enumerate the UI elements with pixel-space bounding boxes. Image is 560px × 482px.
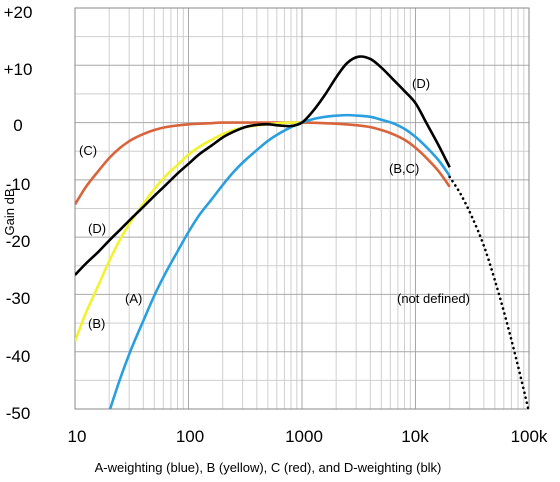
y-axis-ticks: +20 +10 0 -10 -20 -30 -40 -50 [4,3,33,423]
x-tick-label: 10k [401,427,429,446]
plot-frame [74,7,530,410]
y-tick-label: 0 [13,116,22,135]
y-tick-label: -50 [6,404,31,423]
y-tick-label: -10 [6,175,31,194]
annotation-b: (B) [88,316,105,331]
annotation-d-peak: (D) [412,76,430,91]
x-axis-ticks: 10 100 1000 10k 100k [68,427,548,446]
y-tick-label: -40 [6,347,31,366]
y-tick-label: -20 [6,232,31,251]
curve-annotations: (C) (D) (B) (A) (D) (B,C) (not defined) [79,76,470,331]
y-tick-label: +10 [4,60,33,79]
series-line-not-defined [448,175,529,409]
series-line-c [75,121,451,206]
x-tick-label: 100k [511,427,548,446]
annotation-bc: (B,C) [389,161,419,176]
x-tick-label: 1000 [285,427,323,446]
x-tick-label: 10 [68,427,87,446]
annotation-not-defined: (not defined) [397,291,470,306]
y-axis-title: Gain dB [2,189,17,236]
minor-grid [75,8,529,409]
annotation-a: (A) [125,291,142,306]
annotation-d: (D) [88,221,106,236]
series-line-a [108,113,451,409]
series-line-d [75,55,451,276]
x-axis-title: A-weighting (blue), B (yellow), C (red),… [95,460,442,475]
annotation-c: (C) [79,143,97,158]
y-tick-label: +20 [4,3,33,22]
x-tick-label: 100 [176,427,204,446]
y-tick-label: -30 [6,289,31,308]
series-layer [75,55,529,409]
